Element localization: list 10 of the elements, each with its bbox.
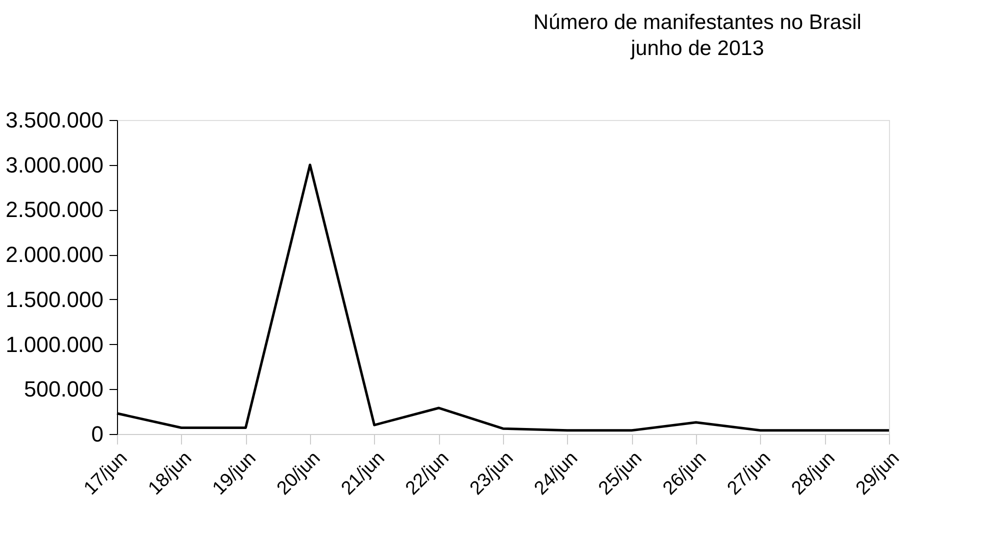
y-tick-label: 3.500.000 [6, 108, 104, 132]
chart-title: Número de manifestantes no Brasil [533, 11, 862, 34]
y-tick-label: 2.500.000 [6, 197, 104, 222]
y-tick-label: 1.000.000 [6, 332, 104, 357]
y-tick-label: 1.500.000 [6, 286, 104, 312]
y-tick-label: 3.000.000 [6, 152, 104, 178]
y-tick-label: 2.000.000 [6, 242, 104, 268]
chart-subtitle: junho de 2013 [630, 37, 764, 60]
y-tick-label: 500.000 [24, 376, 104, 402]
y-tick-label: 0 [91, 422, 104, 446]
